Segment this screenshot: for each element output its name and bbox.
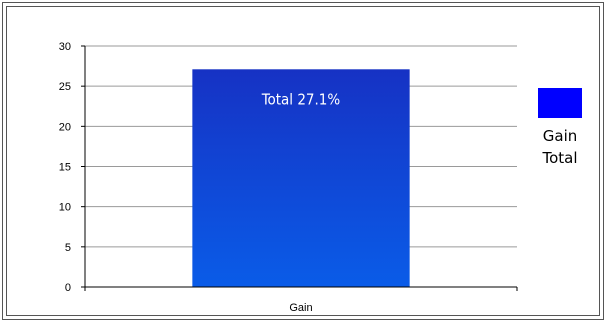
bar-data-label: Total 27.1% bbox=[261, 90, 341, 108]
y-tick-label: 30 bbox=[59, 41, 71, 53]
y-tick-label: 15 bbox=[59, 162, 71, 174]
y-tick-label: 10 bbox=[59, 202, 71, 214]
x-axis-category-labels: Gain bbox=[289, 302, 312, 314]
y-tick-label: 25 bbox=[59, 81, 71, 93]
x-category-label: Gain bbox=[289, 302, 312, 314]
legend-line-1: Gain bbox=[543, 127, 578, 145]
bar-gain-total bbox=[192, 69, 410, 288]
bars: Total 27.1% bbox=[192, 69, 410, 288]
legend: Gain Total bbox=[538, 88, 582, 167]
y-axis-tick-labels: 0 5 10 15 20 25 30 bbox=[59, 41, 85, 294]
legend-swatch bbox=[538, 88, 582, 118]
y-tick-label: 20 bbox=[59, 121, 71, 133]
axes bbox=[84, 46, 518, 291]
chart-frame-inner bbox=[6, 6, 600, 316]
y-tick-label: 0 bbox=[65, 282, 71, 294]
y-tick-label: 5 bbox=[65, 242, 71, 254]
legend-line-2: Total bbox=[541, 149, 577, 167]
